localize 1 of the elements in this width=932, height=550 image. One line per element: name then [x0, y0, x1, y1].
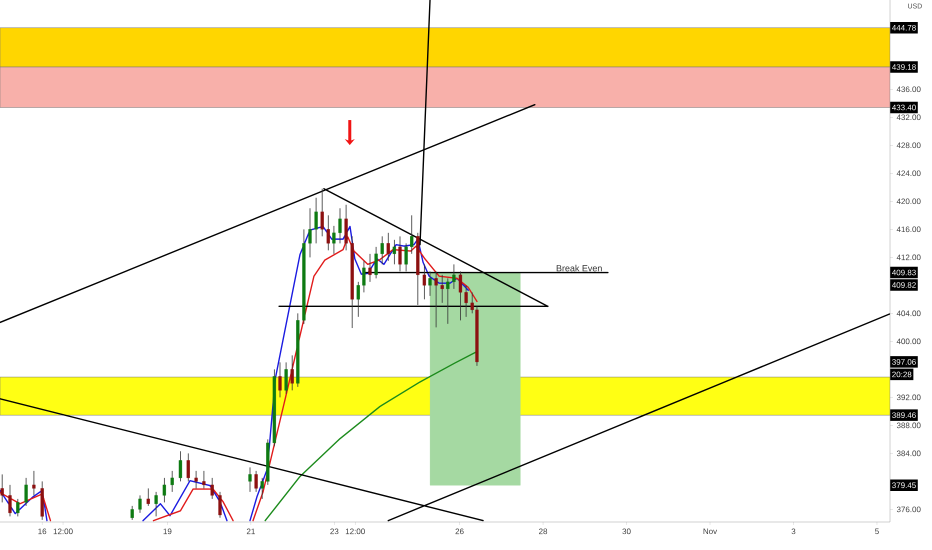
annotation: Break Even: [556, 264, 602, 272]
